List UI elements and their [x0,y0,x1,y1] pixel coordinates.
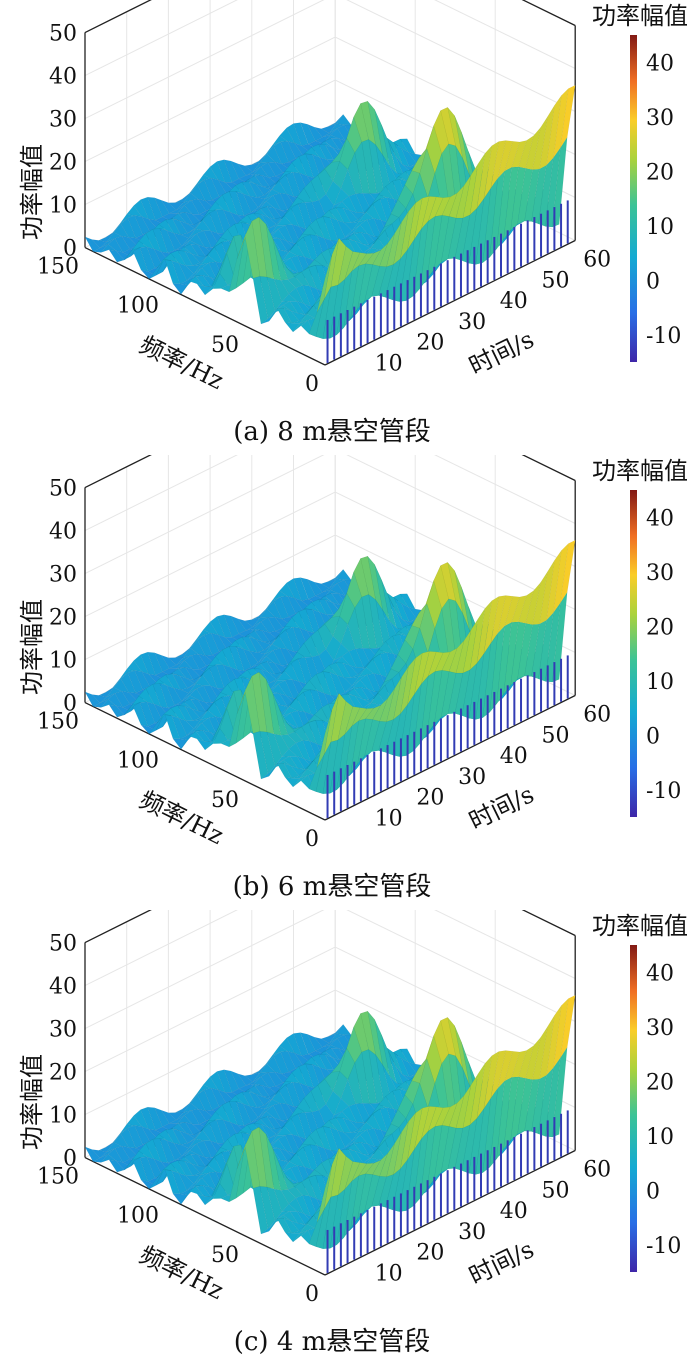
x-tick-label: 50 [211,788,239,813]
colorbar-tick-label: -10 [646,1234,681,1259]
colorbar [630,945,637,1272]
x-tick-label: 150 [37,255,79,280]
axes-box [84,0,576,366]
z-tick-label: 0 [63,1147,77,1172]
y-tick-label: 40 [500,1199,528,1224]
colorbar [630,35,637,362]
x-tick-label: 100 [117,1204,159,1229]
colorbar-tick-label: 30 [646,561,674,586]
low-power-spikes [326,655,569,818]
y-tick-label: 20 [416,1241,444,1266]
colorbar-label: 功率幅值 [592,2,688,30]
y-tick-label: 30 [458,1220,486,1245]
z-tick-label: 20 [49,1061,77,1086]
colorbar-tick-label: 40 [646,961,674,986]
z-tick-label: 50 [49,477,77,502]
x-tick-label: 0 [305,827,319,852]
z-tick-label: 40 [49,520,77,545]
x-tick-label: 50 [211,1243,239,1268]
z-tick-label: 50 [49,22,77,47]
colorbar-tick-label: 10 [646,1125,674,1150]
z-tick-label: 0 [63,692,77,717]
x-tick-label: 50 [211,333,239,358]
z-tick-label: 50 [49,932,77,957]
y-tick-label: 40 [500,744,528,769]
z-tick-label: 20 [49,151,77,176]
low-power-spikes [326,200,569,363]
z-tick-label: 0 [63,237,77,262]
y-tick-label: 50 [542,268,570,293]
colorbar-tick-label: 30 [646,1016,674,1041]
colorbar-label: 功率幅值 [592,912,688,940]
y-tick-label: 50 [542,723,570,748]
colorbar-tick-label: 40 [646,506,674,531]
z-tick-label: 10 [49,194,77,219]
colorbar-tick-label: 40 [646,51,674,76]
colorbar-tick-label: -10 [646,779,681,804]
y-tick-label: 60 [583,1158,611,1183]
colorbar-tick-label: 20 [646,1070,674,1095]
colorbar-tick-label: 0 [646,1179,660,1204]
power-surface [84,539,576,795]
axes-box [84,910,576,1276]
surface-chart-1: 01020304050050100150102030405060功率幅值频率/H… [18,0,688,447]
colorbar-tick-label: 30 [646,106,674,131]
colorbar-tick-label: 0 [646,269,660,294]
x-tick-label: 0 [305,372,319,397]
y-tick-label: 10 [375,1261,403,1286]
colorbar-tick-label: 10 [646,215,674,240]
y-tick-label: 30 [458,310,486,335]
colorbar-tick-label: 10 [646,670,674,695]
y-tick-label: 20 [416,786,444,811]
y-tick-label: 30 [458,765,486,790]
panel-caption: (b) 6 m悬空管段 [233,872,432,902]
colorbar-tick-label: 20 [646,160,674,185]
y-tick-label: 60 [583,248,611,273]
x-tick-label: 0 [305,1282,319,1307]
panel-caption: (c) 4 m悬空管段 [234,1327,431,1357]
power-surface [84,994,576,1250]
x-tick-label: 150 [37,1165,79,1190]
z-tick-label: 40 [49,975,77,1000]
y-tick-label: 40 [500,289,528,314]
axes-box [84,455,576,821]
colorbar-tick-label: 20 [646,615,674,640]
y-tick-label: 50 [542,1178,570,1203]
y-tick-label: 60 [583,703,611,728]
y-tick-label: 10 [375,351,403,376]
z-tick-label: 20 [49,606,77,631]
z-axis-label: 功率幅值 [18,144,46,240]
low-power-spikes [326,1110,569,1273]
surface-chart-3: 01020304050050100150102030405060功率幅值频率/H… [18,910,688,1357]
z-tick-label: 10 [49,1104,77,1129]
colorbar [630,490,637,817]
y-tick-label: 10 [375,806,403,831]
z-tick-label: 40 [49,65,77,90]
colorbar-label: 功率幅值 [592,457,688,485]
z-axis-label: 功率幅值 [18,1054,46,1150]
z-tick-label: 30 [49,563,77,588]
x-tick-label: 100 [117,749,159,774]
x-tick-label: 100 [117,294,159,319]
z-axis-label: 功率幅值 [18,599,46,695]
z-tick-label: 10 [49,649,77,674]
y-tick-label: 20 [416,331,444,356]
colorbar-tick-label: 0 [646,724,660,749]
power-surface [84,84,576,340]
panel-caption: (a) 8 m悬空管段 [233,417,431,447]
x-tick-label: 150 [37,710,79,735]
z-tick-label: 30 [49,1018,77,1043]
colorbar-tick-label: -10 [646,324,681,349]
z-tick-label: 30 [49,108,77,133]
surface-chart-2: 01020304050050100150102030405060功率幅值频率/H… [18,455,688,902]
